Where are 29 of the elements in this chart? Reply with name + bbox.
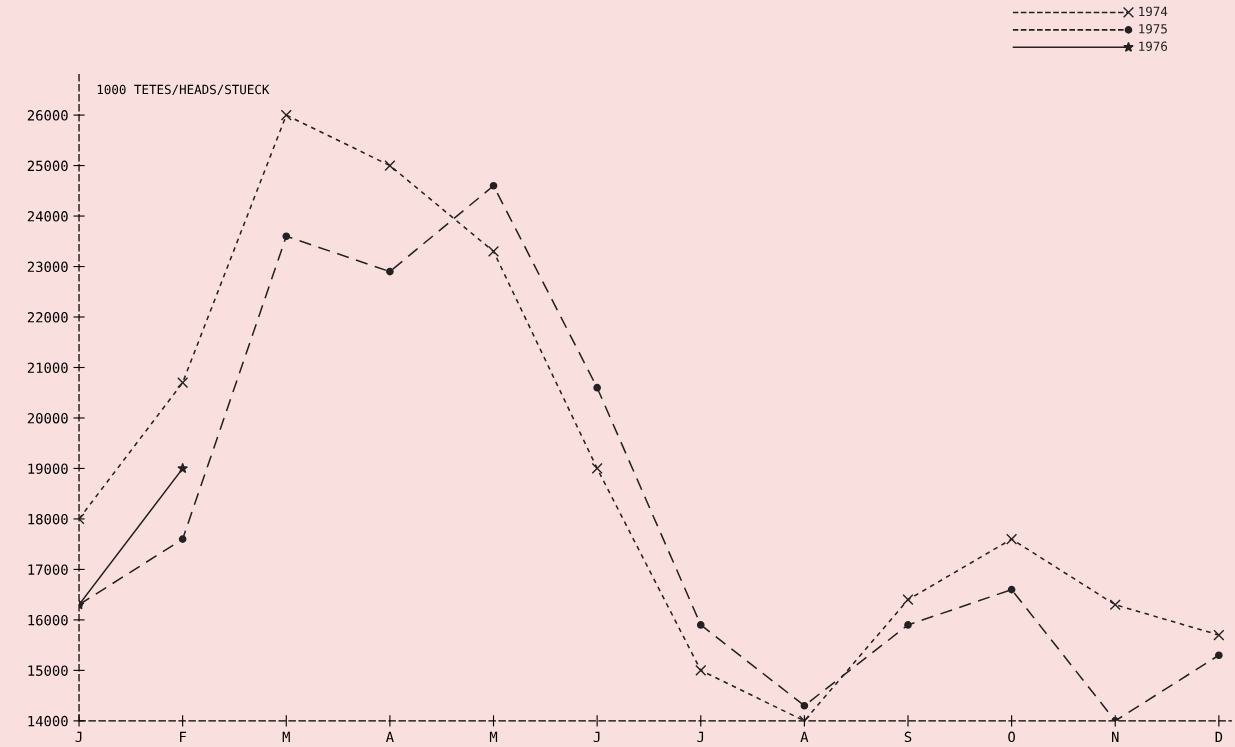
y-tick-label: 21000 xyxy=(27,362,68,373)
y-axis-title: 1000 TETES/HEADS/STUECK xyxy=(97,84,270,96)
y-tick-label: 17000 xyxy=(28,564,68,575)
x-tick-label: J xyxy=(593,731,600,743)
x-tick-label: O xyxy=(1008,731,1016,743)
y-tick-label: 25000 xyxy=(27,160,68,172)
x-tick-label: F xyxy=(180,731,187,742)
legend-label: 1974 xyxy=(1139,6,1168,17)
y-tick-label: 15000 xyxy=(28,665,68,676)
y-tick-label: 20000 xyxy=(27,412,68,424)
x-tick-label: M xyxy=(489,731,498,742)
x-tick-label: J xyxy=(75,731,82,743)
y-tick-label: 14000 xyxy=(28,715,68,727)
y-tick-label: 18000 xyxy=(28,513,68,525)
x-tick-label: A xyxy=(800,731,809,742)
x-tick-label: J xyxy=(697,731,704,743)
legend-label: 1976 xyxy=(1139,41,1168,51)
y-tick-label: 22000 xyxy=(27,312,68,323)
y-tick-label: 16000 xyxy=(28,614,68,626)
y-tick-label: 26000 xyxy=(27,110,68,121)
y-tick-label: 23000 xyxy=(27,261,68,273)
x-tick-label: D xyxy=(1215,731,1223,742)
y-tick-label: 19000 xyxy=(28,463,68,474)
y-tick-label: 24000 xyxy=(27,211,68,222)
x-tick-label: N xyxy=(1112,731,1119,742)
legend-label: 1975 xyxy=(1139,24,1167,34)
x-tick-label: M xyxy=(282,731,290,742)
x-tick-label: S xyxy=(904,731,912,743)
x-tick-label: A xyxy=(385,731,394,742)
